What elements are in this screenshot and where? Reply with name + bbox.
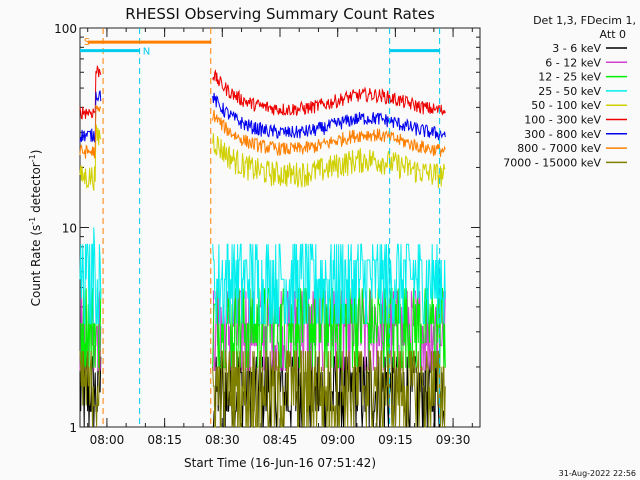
legend-entry-label: 50 - 100 keV [531,99,601,112]
legend-entry-label: 12 - 25 keV [538,71,601,84]
legend-entry-label: 6 - 12 keV [545,56,601,69]
series-line [212,109,446,157]
series-line [79,104,102,159]
y-tick-label: 10 [62,222,77,236]
series-line [79,90,102,144]
series-6 [79,90,446,144]
y-axis-label-part2: detector [29,162,43,217]
y-tick-label: 1 [69,421,77,435]
x-tick-label: 08:30 [205,433,240,447]
x-tick-label: 09:30 [436,433,471,447]
series-line [79,350,101,428]
y-axis-label-sup2: -1 [28,154,37,162]
series-5 [79,64,446,120]
series-line [212,350,446,428]
legend-entry-label: 3 - 6 keV [552,42,601,55]
y-axis-label: Count Rate (s-1 detector-1) [28,150,43,307]
x-tick-label: 09:15 [378,433,413,447]
series-line [212,133,446,189]
y-tick-label: 100 [54,22,77,36]
footer-date: 31-Aug-2022 22:56 [559,469,636,478]
series-4 [79,124,446,191]
series-8 [79,350,446,428]
y-axis-label-part1: Count Rate (s [29,225,43,307]
series-line [79,227,102,325]
x-tick-label: 09:00 [320,433,355,447]
legend-header-line1: Det 1,3, FDecim 1, [533,14,636,27]
legend-entry-label: 300 - 800 keV [524,128,601,141]
series-line [79,124,102,191]
series-line [212,92,446,141]
saa-label: S [84,37,90,48]
y-axis-label-sup1: -1 [28,217,37,225]
night-label: N [143,47,150,58]
series-3 [79,227,446,325]
series-line [79,64,102,120]
series-line [212,69,446,116]
legend-entry-label: 25 - 50 keV [538,85,601,98]
legend-entry-label: 7000 - 15000 keV [503,156,601,169]
series-line [212,356,446,428]
legend-header-line2: Att 0 [600,28,626,41]
plot-area: 1 10 100 08:00 08:15 08:30 08:45 09:00 09:15 09:3… [54,22,481,447]
y-axis-label-part3: ) [29,150,43,155]
series-7 [79,104,446,159]
x-tick-label: 08:00 [90,433,125,447]
chart-title: RHESSI Observing Summary Count Rates [125,5,435,23]
x-tick-label: 08:15 [147,433,182,447]
series-line [212,243,446,325]
legend-entry-label: 100 - 300 keV [524,114,601,127]
legend-entry-label: 800 - 7000 keV [517,142,601,155]
x-axis-label: Start Time (16-Jun-16 07:51:42) [184,456,376,470]
x-tick-label: 08:45 [263,433,298,447]
